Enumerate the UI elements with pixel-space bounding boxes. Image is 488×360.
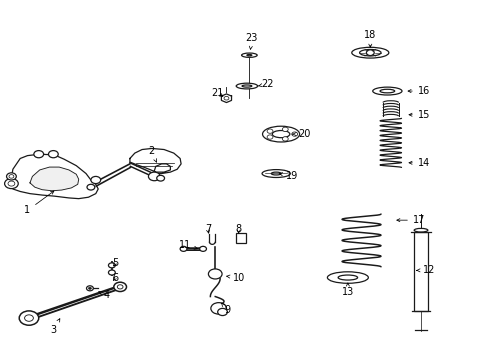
Circle shape: [88, 287, 91, 289]
Ellipse shape: [272, 131, 289, 138]
Circle shape: [8, 181, 15, 186]
Text: 12: 12: [416, 265, 434, 275]
Text: 10: 10: [226, 273, 244, 283]
Ellipse shape: [262, 170, 290, 177]
Text: 9: 9: [221, 303, 230, 315]
Circle shape: [266, 129, 272, 133]
Circle shape: [6, 173, 16, 180]
Circle shape: [282, 137, 287, 141]
Ellipse shape: [271, 172, 281, 175]
Ellipse shape: [337, 275, 357, 280]
Text: 15: 15: [408, 110, 429, 120]
Ellipse shape: [379, 89, 394, 93]
Circle shape: [282, 127, 287, 131]
Circle shape: [291, 132, 297, 136]
Bar: [235, 233, 246, 243]
Polygon shape: [130, 148, 181, 174]
Ellipse shape: [413, 228, 427, 232]
Ellipse shape: [262, 126, 299, 142]
Text: 13: 13: [341, 283, 353, 297]
Polygon shape: [30, 167, 79, 191]
Text: 2: 2: [148, 146, 156, 162]
Circle shape: [86, 286, 93, 291]
Circle shape: [108, 270, 115, 275]
Text: 3: 3: [50, 319, 60, 335]
Text: 17: 17: [396, 215, 425, 225]
Circle shape: [148, 172, 160, 181]
Text: 4: 4: [99, 291, 110, 301]
Circle shape: [366, 50, 373, 55]
Circle shape: [9, 175, 14, 178]
Text: 11: 11: [179, 240, 197, 250]
Circle shape: [4, 179, 18, 189]
Ellipse shape: [372, 87, 401, 95]
Bar: [413, 232, 427, 311]
Circle shape: [24, 315, 33, 321]
Ellipse shape: [351, 47, 388, 58]
Circle shape: [108, 263, 115, 268]
Polygon shape: [10, 154, 98, 199]
Circle shape: [117, 285, 123, 289]
Circle shape: [34, 150, 43, 158]
Ellipse shape: [327, 272, 367, 283]
Circle shape: [208, 269, 222, 279]
Text: 19: 19: [279, 171, 298, 181]
Text: 22: 22: [258, 79, 274, 89]
Text: 16: 16: [407, 86, 429, 96]
Circle shape: [48, 150, 58, 158]
Text: 5: 5: [112, 258, 118, 268]
Circle shape: [266, 135, 272, 139]
Circle shape: [224, 96, 228, 100]
Ellipse shape: [359, 49, 380, 56]
Ellipse shape: [241, 53, 257, 57]
Text: 21: 21: [211, 88, 224, 98]
Ellipse shape: [242, 85, 251, 87]
Text: 14: 14: [408, 158, 429, 168]
Text: 23: 23: [245, 33, 258, 49]
Ellipse shape: [236, 83, 257, 89]
Circle shape: [87, 184, 95, 190]
Circle shape: [180, 246, 186, 251]
Circle shape: [157, 175, 164, 181]
Polygon shape: [221, 94, 231, 103]
Circle shape: [114, 282, 126, 292]
Text: 20: 20: [292, 129, 309, 139]
Text: 1: 1: [24, 191, 54, 216]
Circle shape: [210, 303, 226, 314]
Circle shape: [199, 246, 206, 251]
Text: 6: 6: [112, 273, 118, 283]
Text: 18: 18: [364, 30, 376, 47]
Circle shape: [19, 311, 39, 325]
Text: 8: 8: [235, 225, 241, 234]
Ellipse shape: [246, 54, 251, 56]
Circle shape: [91, 176, 101, 184]
Text: 7: 7: [204, 225, 211, 234]
Circle shape: [217, 309, 227, 316]
